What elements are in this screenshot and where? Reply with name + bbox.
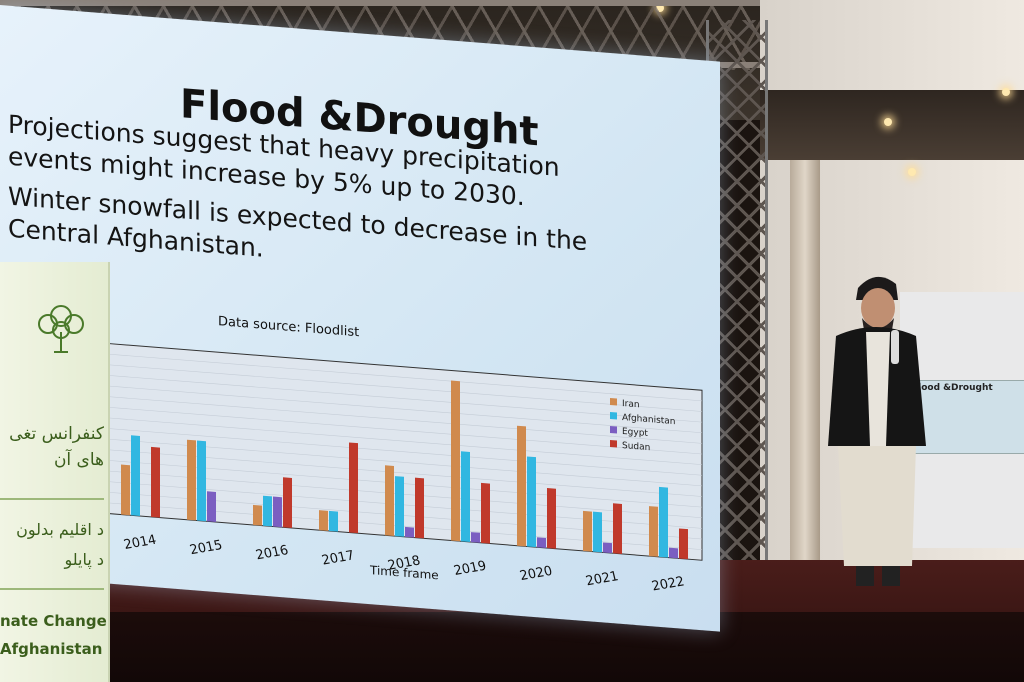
grid-line bbox=[108, 396, 702, 444]
grid-line bbox=[108, 481, 702, 529]
ceiling-light bbox=[1002, 88, 1010, 96]
bar-iran-2020 bbox=[517, 425, 526, 547]
legend-swatch bbox=[610, 426, 617, 434]
bar-egypt-2018 bbox=[405, 526, 414, 538]
x-tick-label: 2022 bbox=[650, 574, 686, 594]
bar-iran-2018 bbox=[385, 465, 394, 537]
grid-line bbox=[108, 449, 702, 497]
stage-edge bbox=[100, 612, 1024, 682]
grid-line bbox=[108, 428, 702, 476]
legend-swatch bbox=[610, 412, 617, 420]
banner-english-line: Afghanistan bbox=[0, 640, 103, 658]
banner-persian-line: های آن bbox=[53, 450, 104, 470]
x-tick-label: 2019 bbox=[452, 559, 488, 579]
grid-line bbox=[108, 438, 702, 487]
bar-sudan-2019 bbox=[481, 482, 490, 544]
grid-line bbox=[108, 385, 702, 434]
grid-line bbox=[108, 406, 702, 455]
bar-egypt-2019 bbox=[471, 532, 480, 543]
legend-swatch bbox=[610, 440, 617, 448]
banner-divider bbox=[0, 588, 104, 590]
x-tick-label: 2020 bbox=[518, 564, 554, 584]
bar-sudan-2014 bbox=[151, 446, 160, 518]
projection-screen: Flood &Drought Projections suggest that … bbox=[0, 5, 720, 632]
x-tick-label: 2014 bbox=[122, 533, 158, 553]
secondary-screen-title: Flood &Drought bbox=[912, 383, 993, 393]
bar-afghanistan-2020 bbox=[527, 456, 536, 548]
legend-label: Afghanistan bbox=[622, 413, 675, 427]
legend-label: Iran bbox=[622, 399, 640, 410]
bar-afghanistan-2022 bbox=[659, 486, 668, 558]
bar-iran-2016 bbox=[253, 504, 262, 526]
bar-iran-2019 bbox=[451, 380, 460, 542]
bar-egypt-2022 bbox=[669, 547, 678, 559]
grid-line bbox=[108, 375, 702, 423]
bar-afghanistan-2017 bbox=[329, 510, 338, 532]
bar-iran-2021 bbox=[583, 510, 592, 552]
banner-persian-line: کنفرانس تغی bbox=[9, 424, 104, 444]
bar-sudan-2020 bbox=[547, 488, 556, 549]
grid-line bbox=[108, 417, 702, 465]
bar-egypt-2021 bbox=[603, 542, 612, 554]
grid-line bbox=[108, 470, 702, 519]
bar-egypt-2020 bbox=[537, 537, 546, 548]
x-tick-label: 2015 bbox=[188, 538, 224, 558]
banner-pashto-line: د پایلو bbox=[64, 550, 104, 569]
bar-sudan-2017 bbox=[349, 442, 358, 534]
chart-svg: 2014 2015 2016 2017 2018 2019 2020 2021 2022 Time… bbox=[107, 342, 703, 595]
conference-banner bbox=[0, 262, 110, 682]
bar-iran-2015 bbox=[187, 439, 196, 521]
legend-label: Sudan bbox=[622, 441, 650, 453]
x-axis-label: Time frame bbox=[369, 563, 439, 582]
ceiling-light bbox=[908, 168, 916, 176]
ceiling-light bbox=[884, 118, 892, 126]
grid-line bbox=[108, 353, 702, 402]
tree-logo-icon bbox=[38, 305, 84, 353]
legend-label: Egypt bbox=[622, 427, 648, 439]
bar-iran-2014 bbox=[121, 464, 130, 516]
truss-bar bbox=[0, 0, 760, 6]
wall-band bbox=[760, 90, 1024, 160]
bar-egypt-2016 bbox=[273, 496, 282, 528]
bar-afghanistan-2015 bbox=[197, 440, 206, 522]
x-tick-label: 2018 bbox=[386, 553, 422, 573]
bar-egypt-2015 bbox=[207, 491, 216, 522]
grid-line bbox=[108, 460, 702, 508]
banner-english-line: nate Change bbox=[0, 612, 107, 630]
bar-afghanistan-2021 bbox=[593, 511, 602, 553]
bar-iran-2022 bbox=[649, 506, 658, 557]
bar-iran-2017 bbox=[319, 510, 328, 531]
secondary-screen-slide bbox=[908, 380, 1024, 454]
bar-afghanistan-2014 bbox=[131, 435, 140, 517]
bar-sudan-2018 bbox=[415, 477, 424, 539]
speaker bbox=[828, 276, 926, 586]
legend-swatch bbox=[610, 398, 617, 406]
flood-chart: 2014 2015 2016 2017 2018 2019 2020 2021 2022 Time… bbox=[100, 313, 710, 601]
banner-pashto-line: د اقلیم بدلون bbox=[16, 520, 104, 539]
bar-sudan-2021 bbox=[613, 503, 622, 554]
bar-sudan-2016 bbox=[283, 477, 292, 528]
bar-sudan-2022 bbox=[679, 528, 688, 560]
banner-divider bbox=[0, 498, 104, 500]
bar-afghanistan-2018 bbox=[395, 476, 404, 537]
bar-afghanistan-2019 bbox=[461, 451, 470, 542]
grid-line bbox=[108, 364, 702, 412]
microphone bbox=[891, 330, 899, 364]
pillar bbox=[790, 160, 820, 600]
x-tick-label: 2017 bbox=[320, 548, 356, 568]
bar-afghanistan-2016 bbox=[263, 495, 272, 527]
x-tick-label: 2021 bbox=[584, 569, 620, 589]
x-tick-label: 2016 bbox=[254, 543, 290, 563]
